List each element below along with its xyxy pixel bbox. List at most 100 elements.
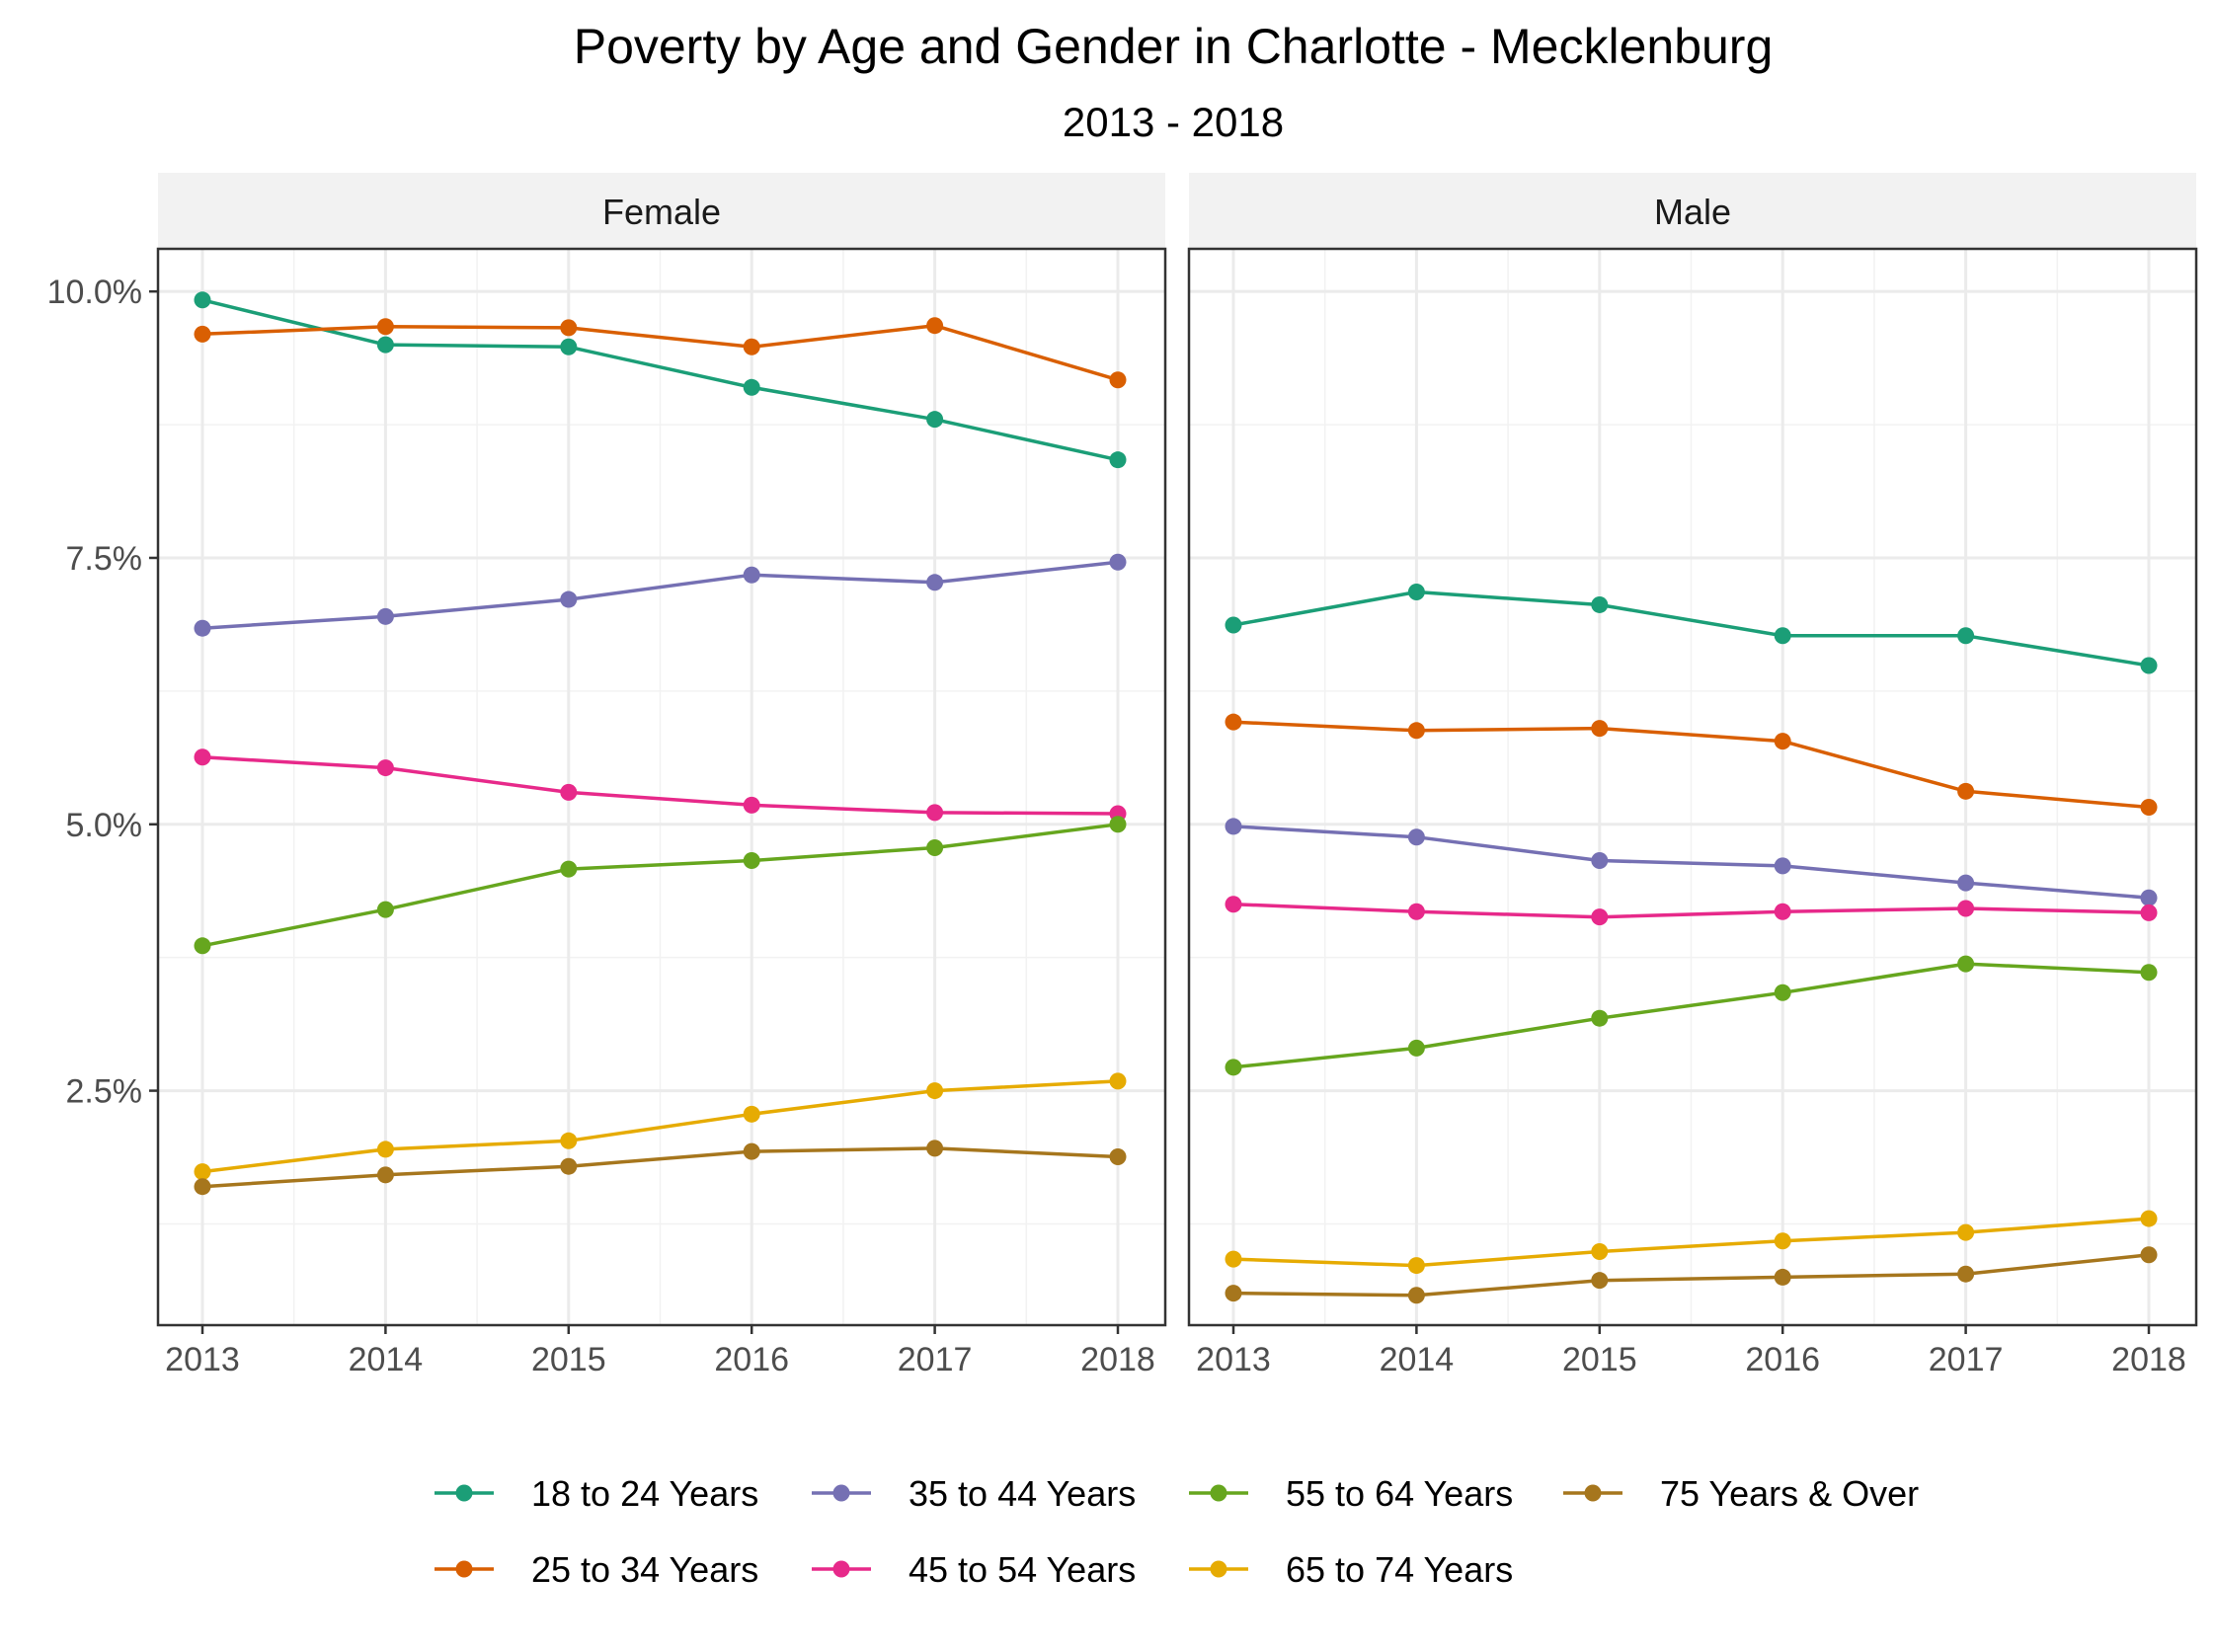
data-point: [1407, 828, 1425, 846]
data-point: [560, 338, 578, 355]
data-point: [2140, 964, 2158, 982]
data-point: [926, 804, 944, 822]
data-point: [1957, 1223, 1975, 1241]
series-line: [1232, 962, 2150, 1069]
y-tick-label: 2.5%: [66, 1073, 143, 1111]
data-point: [2140, 799, 2158, 817]
data-point: [560, 1157, 578, 1175]
data-point: [2140, 904, 2158, 921]
data-point: [926, 574, 944, 591]
data-point: [1957, 955, 1975, 973]
data-point: [1591, 1009, 1609, 1027]
legend: 18 to 24 Years 35 to 44 Years 55 to 64 Yea…: [435, 1473, 1919, 1590]
data-point: [376, 1141, 394, 1158]
facet-panel-male: Male 2013 2014 2015 2016 2017 2018: [1187, 173, 2198, 1378]
data-point: [743, 796, 760, 814]
series-55-to-64-years: [1225, 955, 2158, 1076]
data-point: [1774, 903, 1791, 920]
series-line: [201, 560, 1119, 630]
data-point: [1957, 627, 1975, 645]
panel-border: [1187, 247, 2198, 1327]
x-tick-label: 2015: [531, 1341, 606, 1378]
data-point: [376, 336, 394, 354]
legend-label: 45 to 54 Years: [909, 1549, 1136, 1590]
data-point: [560, 1132, 578, 1149]
series-line: [201, 823, 1119, 948]
series-45-to-54-years: [1225, 896, 2158, 926]
data-point: [1109, 1147, 1127, 1165]
data-point: [1407, 1039, 1425, 1057]
x-tick-label: 2014: [1380, 1341, 1455, 1378]
x-tick-label: 2018: [1080, 1341, 1155, 1378]
legend-item-75-years-and-over: 75 Years & Over: [1563, 1473, 1919, 1514]
y-tick-label: 7.5%: [66, 540, 143, 578]
series-line: [1232, 720, 2150, 810]
series-line: [1232, 590, 2150, 668]
data-point: [194, 325, 211, 343]
series-line: [1232, 1253, 2150, 1298]
data-point: [560, 590, 578, 608]
legend-label: 35 to 44 Years: [909, 1473, 1136, 1514]
data-point: [560, 860, 578, 878]
series-65-to-74-years: [1225, 1210, 2158, 1275]
data-point: [1407, 584, 1425, 601]
data-point: [1109, 816, 1127, 833]
data-point: [1225, 896, 1242, 913]
data-point: [194, 748, 211, 766]
legend-item-35-to-44-years: 35 to 44 Years: [812, 1473, 1136, 1514]
data-point: [1407, 1287, 1425, 1304]
data-point: [1774, 1268, 1791, 1286]
series-65-to-74-years: [194, 1072, 1127, 1181]
x-tick-label: 2013: [1196, 1341, 1271, 1378]
legend-key-point: [455, 1560, 473, 1578]
facet-strip: [158, 173, 1165, 249]
data-point: [1774, 983, 1791, 1001]
legend-key-point: [1584, 1484, 1602, 1502]
data-point: [926, 1140, 944, 1157]
data-point: [926, 839, 944, 857]
legend-label: 55 to 64 Years: [1286, 1473, 1513, 1514]
data-point: [194, 619, 211, 637]
series-25-to-34-years: [194, 317, 1127, 389]
legend-item-45-to-54-years: 45 to 54 Years: [812, 1549, 1136, 1590]
data-point: [1407, 903, 1425, 920]
data-point: [560, 783, 578, 801]
data-point: [2140, 1210, 2158, 1227]
data-point: [1774, 1232, 1791, 1250]
series-line: [201, 323, 1119, 382]
x-tick-label: 2016: [1745, 1341, 1820, 1378]
legend-item-65-to-74-years: 65 to 74 Years: [1189, 1549, 1513, 1590]
data-point: [1774, 857, 1791, 875]
legend-key-point: [455, 1484, 473, 1502]
data-point: [1407, 722, 1425, 740]
data-point: [1225, 1285, 1242, 1302]
data-point: [194, 291, 211, 309]
legend-key-point: [1210, 1560, 1227, 1578]
data-point: [1591, 851, 1609, 869]
data-point: [1109, 553, 1127, 571]
data-point: [1109, 1072, 1127, 1090]
data-point: [1957, 1265, 1975, 1283]
panel-border: [156, 247, 1167, 1327]
panel-background: [158, 249, 1165, 1325]
y-tick-label: 10.0%: [47, 274, 142, 311]
x-tick-label: 2016: [714, 1341, 789, 1378]
data-point: [926, 411, 944, 429]
chart-title: Poverty by Age and Gender in Charlotte -…: [574, 19, 1774, 74]
facet-strip-label: Female: [602, 192, 721, 232]
series-75-years-and-over: [194, 1140, 1127, 1196]
x-tick-label: 2018: [2111, 1341, 2186, 1378]
series-18-to-24-years: [1225, 584, 2158, 674]
legend-label: 75 Years & Over: [1660, 1473, 1919, 1514]
data-point: [1591, 595, 1609, 613]
data-point: [1407, 1257, 1425, 1275]
data-point: [194, 1163, 211, 1181]
data-point: [376, 1166, 394, 1184]
data-point: [743, 1105, 760, 1123]
data-point: [1591, 1272, 1609, 1290]
data-point: [1225, 713, 1242, 731]
data-point: [1957, 782, 1975, 800]
data-point: [1591, 908, 1609, 926]
y-tick-label: 5.0%: [66, 807, 143, 844]
